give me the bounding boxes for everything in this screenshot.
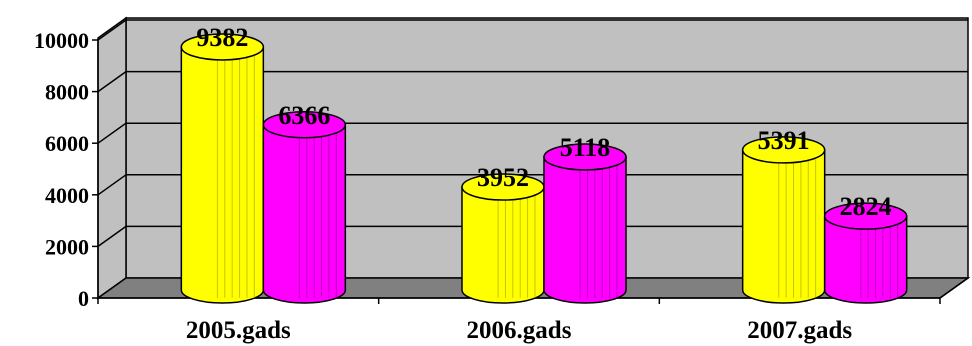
category-label: 2007.gads <box>747 317 852 344</box>
bar <box>461 173 545 304</box>
bar-top <box>741 136 826 164</box>
category-label: 2005.gads <box>186 317 291 344</box>
bar <box>180 33 265 304</box>
bar-body <box>823 215 908 304</box>
bar-body <box>543 156 627 304</box>
y-tick-label: 4000 <box>45 183 89 208</box>
data-label: 5118 <box>560 133 611 162</box>
bar-top <box>262 111 347 139</box>
bar <box>262 111 347 304</box>
bar-body <box>262 124 347 304</box>
bar <box>741 136 826 304</box>
y-tick-label: 6000 <box>45 131 89 156</box>
gridline-side <box>97 174 127 196</box>
data-label: 2824 <box>840 192 892 221</box>
labels: 0 2000 4000 6000 8000 10000 9382 6366 2005.gads 3… <box>34 23 892 344</box>
bar-top <box>823 202 908 230</box>
bar-body <box>741 149 826 304</box>
gridline-side <box>97 122 127 144</box>
gridline-side <box>97 70 127 93</box>
y-tick-label: 8000 <box>45 80 89 105</box>
data-label: 5391 <box>758 126 810 155</box>
bar <box>543 143 627 304</box>
bars <box>180 33 908 304</box>
category-label: 2006.gads <box>467 317 572 344</box>
bar <box>823 202 908 304</box>
bar-body <box>180 46 265 304</box>
gridline-side <box>97 19 127 41</box>
y-tick-label: 2000 <box>45 234 89 259</box>
bar-top <box>543 143 627 171</box>
data-label: 3952 <box>477 163 529 192</box>
bar-top <box>180 33 265 61</box>
y-tick-label: 10000 <box>34 28 89 53</box>
chart-side-wall <box>97 16 127 300</box>
y-tick-label: 0 <box>78 286 89 311</box>
gridline-side <box>97 225 127 248</box>
x-axis-end <box>939 277 969 299</box>
data-label: 9382 <box>196 23 248 52</box>
data-label: 6366 <box>278 101 330 130</box>
bar-body <box>461 186 545 304</box>
